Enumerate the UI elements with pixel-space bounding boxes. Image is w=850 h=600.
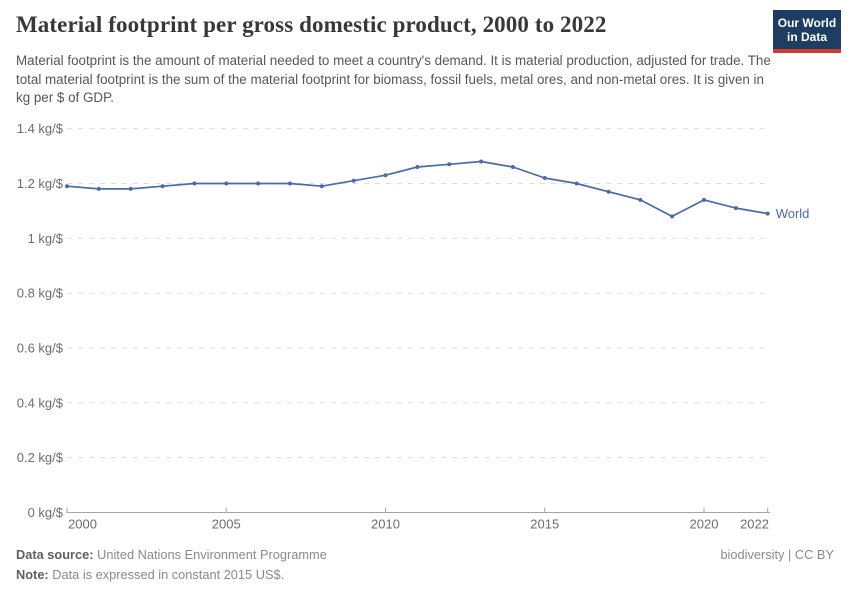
page-title: Material footprint per gross domestic pr…: [16, 12, 607, 37]
data-point-2009: [351, 178, 356, 183]
y-tick-label: 0.2 kg/$: [17, 450, 64, 465]
data-point-2005: [224, 181, 229, 186]
y-tick-label: 1 kg/$: [28, 231, 64, 246]
data-point-2016: [574, 181, 579, 186]
data-point-2010: [383, 173, 388, 178]
data-source-label: Data source:: [16, 547, 94, 562]
line-chart: 0 kg/$ 0.2 kg/$ 0.4 kg/$ 0.6 kg/$ 0.8 kg/$ 1 …: [17, 121, 810, 532]
y-tick-label: 0 kg/$: [28, 505, 64, 520]
data-source-line: Data source: United Nations Environment …: [16, 545, 327, 565]
data-point-2011: [415, 165, 420, 169]
x-tick-label: 2000: [68, 517, 97, 532]
note-line: Note: Data is expressed in constant 2015…: [16, 565, 834, 585]
y-tick-label: 0.4 kg/$: [17, 395, 64, 410]
data-point-2017: [606, 189, 611, 194]
data-point-2001: [96, 186, 101, 191]
note-text: Data is expressed in constant 2015 US$.: [52, 567, 285, 582]
x-tick-label: 2015: [530, 517, 559, 532]
logo-line-2: in Data: [786, 30, 827, 44]
data-point-2015: [542, 176, 547, 180]
y-tick-label: 0.6 kg/$: [17, 340, 64, 355]
data-point-2019: [670, 214, 675, 219]
data-point-2021: [733, 206, 738, 211]
data-point-2012: [447, 162, 452, 167]
y-tick-label: 1.4 kg/$: [17, 121, 64, 136]
logo-line-1: Our World: [777, 16, 837, 30]
data-point-2003: [160, 184, 165, 189]
data-point-2006: [256, 181, 261, 186]
owid-logo[interactable]: Our World in Data: [773, 10, 841, 53]
x-tick-label: 2022: [740, 517, 769, 532]
data-point-2020: [702, 197, 706, 202]
license-text[interactable]: biodiversity | CC BY: [720, 547, 834, 562]
data-source-text: United Nations Environment Programme: [97, 547, 327, 562]
series-label: World: [776, 206, 810, 221]
data-line-world: [66, 160, 769, 218]
data-point-2007: [288, 181, 292, 186]
note-label: Note:: [16, 567, 49, 582]
chart-footer: Data source: United Nations Environment …: [16, 545, 834, 585]
y-tick-label: 0.8 kg/$: [17, 286, 64, 301]
x-tick-label: 2005: [212, 517, 241, 532]
chart-subtitle: Material footprint is the amount of mate…: [16, 53, 771, 105]
data-point-2000: [65, 184, 69, 189]
data-point-2013: [479, 159, 484, 164]
data-point-2008: [319, 184, 324, 189]
y-tick-label: 1.2 kg/$: [17, 176, 64, 191]
x-tick-label: 2010: [371, 517, 400, 532]
data-point-2002: [128, 186, 133, 191]
data-point-2004: [192, 181, 197, 186]
data-point-2022: [765, 211, 770, 216]
x-tick-label: 2020: [690, 517, 719, 532]
data-point-2018: [638, 197, 643, 202]
data-point-2014: [510, 165, 515, 169]
